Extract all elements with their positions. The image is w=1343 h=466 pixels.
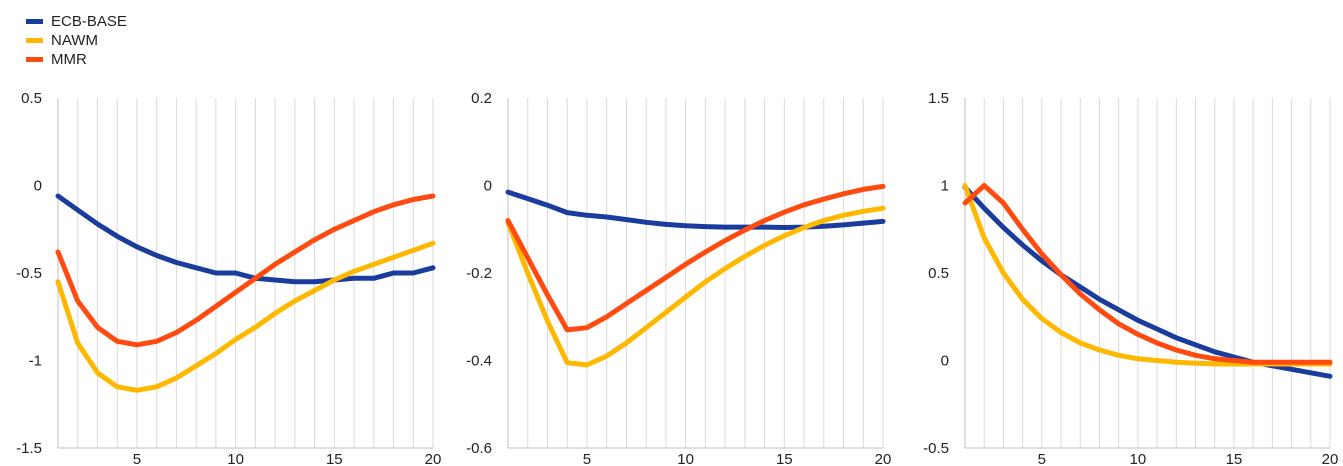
x-tick-label: 15	[326, 451, 343, 466]
x-tick-label: 20	[1322, 451, 1339, 466]
y-tick-label: 0	[484, 178, 492, 195]
y-tick-label: -1.5	[16, 440, 42, 457]
x-tick-label: 5	[1038, 451, 1046, 466]
legend-label: MMR	[51, 51, 87, 68]
y-tick-label: 0.2	[471, 90, 492, 107]
x-tick-label: 10	[227, 451, 244, 466]
y-tick-label: 1	[941, 178, 949, 195]
y-tick-label: 0.5	[21, 90, 42, 107]
y-tick-label: 0	[34, 178, 42, 195]
x-tick-label: 20	[875, 451, 892, 466]
series-line-mmr	[962, 183, 1333, 365]
y-tick-label: -1	[29, 353, 42, 370]
x-tick-label: 15	[1226, 451, 1243, 466]
x-tick-label: 10	[1130, 451, 1147, 466]
y-tick-label: -0.5	[16, 265, 42, 282]
x-tick-label: 20	[425, 451, 442, 466]
legend-item-ecb-base: ECB-BASE	[26, 12, 127, 31]
legend-swatch-ecb-base	[26, 19, 43, 24]
legend-swatch-nawm	[26, 38, 43, 43]
y-tick-label: -0.2	[466, 265, 492, 282]
legend-item-nawm: NAWM	[26, 31, 127, 50]
y-tick-label: -0.6	[466, 440, 492, 457]
x-tick-label: 15	[776, 451, 793, 466]
y-tick-label: -0.4	[466, 353, 492, 370]
y-tick-label: -0.5	[923, 440, 949, 457]
x-tick-label: 5	[583, 451, 591, 466]
series-line-ecb-base	[962, 184, 1333, 379]
legend-label: NAWM	[51, 32, 98, 49]
series-line-nawm	[55, 240, 436, 393]
series-line-mmr	[55, 193, 436, 348]
y-tick-label: 1.5	[928, 90, 949, 107]
legend: ECB-BASE NAWM MMR	[26, 12, 127, 69]
series-line-ecb-base	[55, 193, 436, 285]
legend-swatch-mmr	[26, 57, 43, 62]
x-tick-label: 5	[133, 451, 141, 466]
x-tick-label: 10	[677, 451, 694, 466]
legend-label: ECB-BASE	[51, 13, 127, 30]
y-tick-label: 0.5	[928, 265, 949, 282]
series-line-nawm	[505, 205, 886, 368]
series-line-mmr	[505, 183, 886, 333]
y-tick-label: 0	[941, 353, 949, 370]
series-line-ecb-base	[505, 189, 886, 230]
legend-item-mmr: MMR	[26, 50, 127, 69]
